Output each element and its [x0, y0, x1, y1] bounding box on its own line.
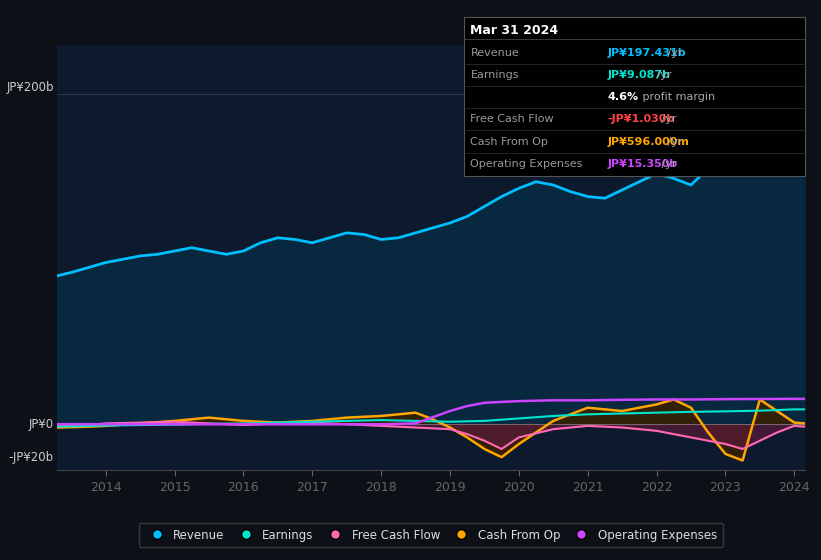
Text: Operating Expenses: Operating Expenses — [470, 158, 583, 169]
Legend: Revenue, Earnings, Free Cash Flow, Cash From Op, Operating Expenses: Revenue, Earnings, Free Cash Flow, Cash … — [139, 522, 723, 548]
Text: JP¥0: JP¥0 — [29, 418, 53, 431]
Text: JP¥596.000m: JP¥596.000m — [608, 137, 690, 147]
Text: JP¥15.350b: JP¥15.350b — [608, 158, 678, 169]
Text: Free Cash Flow: Free Cash Flow — [470, 114, 554, 124]
Text: Revenue: Revenue — [470, 48, 519, 58]
Text: profit margin: profit margin — [639, 92, 715, 102]
Text: /yr: /yr — [663, 137, 682, 147]
Text: /yr: /yr — [654, 70, 672, 80]
Text: JP¥9.087b: JP¥9.087b — [608, 70, 671, 80]
Text: JP¥197.431b: JP¥197.431b — [608, 48, 686, 58]
Text: Mar 31 2024: Mar 31 2024 — [470, 24, 558, 36]
Text: /yr: /yr — [658, 158, 677, 169]
Text: JP¥200b: JP¥200b — [7, 81, 53, 94]
Text: -JP¥20b: -JP¥20b — [8, 451, 53, 464]
Text: -JP¥1.030b: -JP¥1.030b — [608, 114, 675, 124]
Text: /yr: /yr — [663, 48, 682, 58]
Text: Cash From Op: Cash From Op — [470, 137, 548, 147]
Text: /yr: /yr — [658, 114, 677, 124]
Text: Earnings: Earnings — [470, 70, 519, 80]
Text: 4.6%: 4.6% — [608, 92, 639, 102]
